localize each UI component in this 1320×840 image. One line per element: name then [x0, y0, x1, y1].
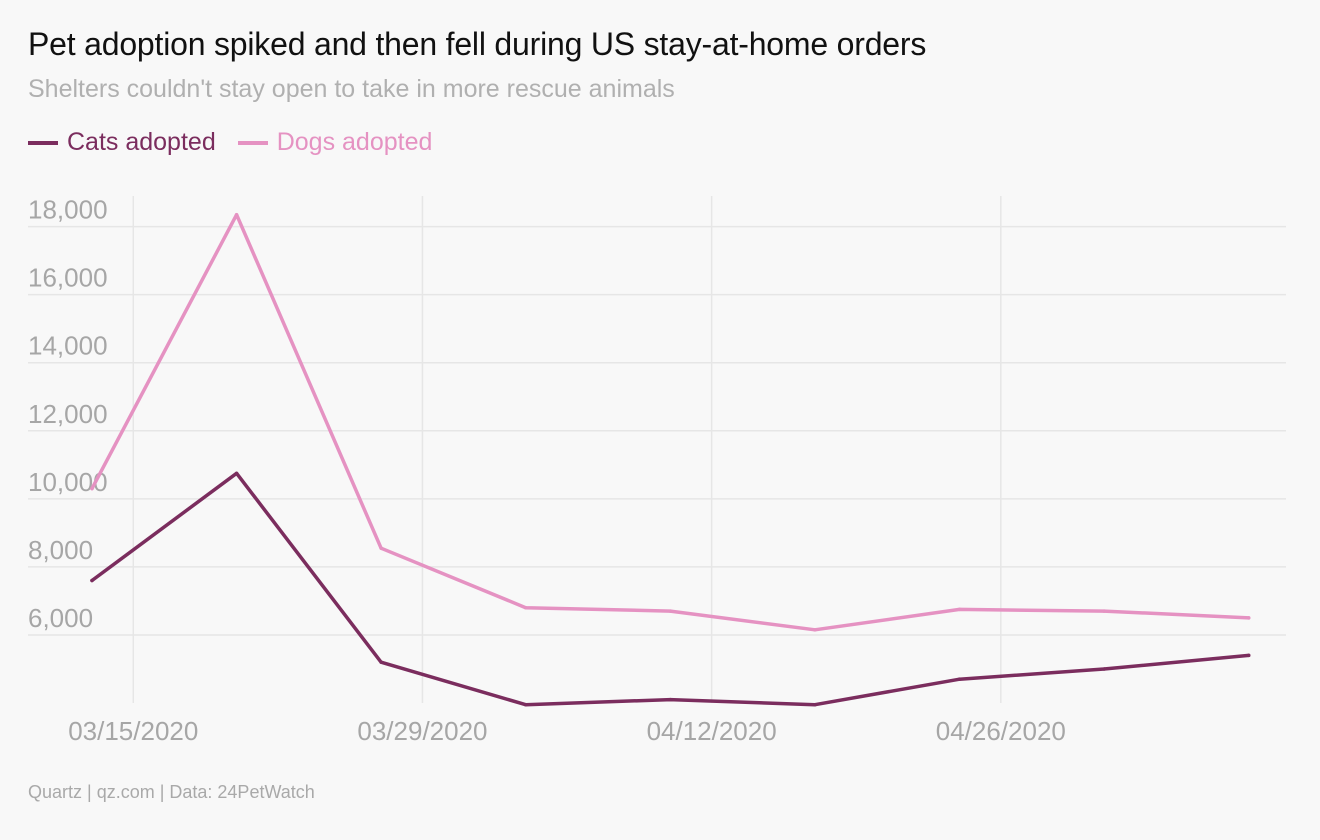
x-tick-label: 03/15/2020 [68, 716, 198, 746]
data-point-cats [379, 660, 383, 664]
legend: Cats adopted Dogs adopted [28, 128, 432, 157]
x-axis: 03/15/2020 03/29/2020 04/12/2020 04/26/2020 [68, 716, 1066, 746]
data-point-cats [813, 702, 817, 707]
legend-item-dogs: Dogs adopted [237, 128, 433, 157]
data-point-dogs [234, 212, 239, 217]
data-point-dogs [90, 486, 94, 491]
data-point-cats [1246, 653, 1251, 658]
x-tick-label: 04/26/2020 [936, 716, 1066, 746]
data-point-dogs [813, 628, 817, 632]
data-point-cats [90, 578, 94, 583]
data-point-dogs [1102, 609, 1106, 613]
source-credit: Quartz | qz.com | Data: 24PetWatch [28, 782, 315, 802]
data-point-dogs [1246, 616, 1251, 620]
legend-swatch-dogs [237, 140, 268, 145]
data-point-cats [957, 677, 962, 681]
x-tick-label: 04/12/2020 [647, 716, 777, 746]
y-tick-label: 14,000 [28, 331, 108, 361]
data-point-dogs [668, 609, 673, 613]
data-point-dogs [379, 546, 383, 550]
legend-label-cats: Cats adopted [67, 128, 216, 156]
y-tick-label: 18,000 [28, 195, 108, 225]
series-line-cats [90, 471, 1251, 707]
data-point-dogs [523, 605, 528, 610]
y-tick-label: 12,000 [28, 399, 108, 429]
chart-subtitle: Shelters couldn't stay open to take in m… [28, 75, 675, 103]
data-point-cats [1102, 667, 1106, 671]
series-lines [90, 212, 1251, 707]
chart-title: Pet adoption spiked and then fell during… [28, 26, 927, 62]
legend-label-dogs: Dogs adopted [276, 128, 433, 156]
data-point-cats [668, 697, 673, 702]
legend-item-cats: Cats adopted [28, 128, 216, 157]
y-tick-label: 6,000 [28, 603, 93, 633]
data-point-dogs [957, 607, 962, 612]
data-point-cats [523, 702, 528, 707]
y-tick-label: 16,000 [28, 263, 108, 293]
x-tick-label: 03/29/2020 [357, 716, 487, 746]
legend-swatch-cats [28, 140, 58, 145]
grid [28, 196, 1286, 703]
y-tick-label: 8,000 [28, 535, 93, 565]
data-point-cats [234, 471, 239, 476]
